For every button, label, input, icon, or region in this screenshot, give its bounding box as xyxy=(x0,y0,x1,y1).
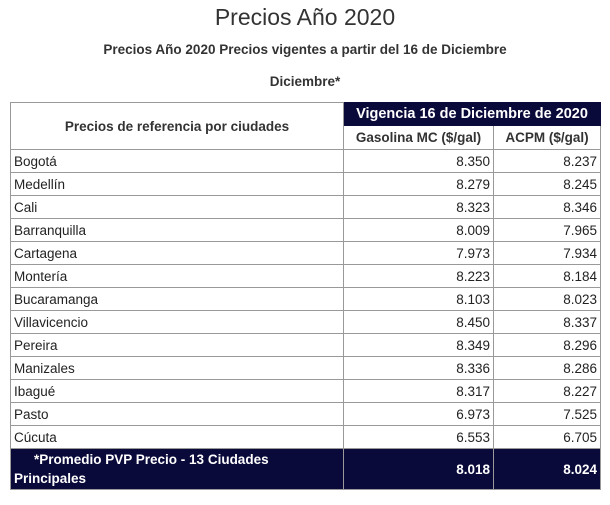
gasolina-cell: 8.323 xyxy=(343,195,494,219)
acpm-cell: 8.184 xyxy=(493,264,601,288)
price-table: Precios de referencia por ciudades Vigen… xyxy=(10,102,601,490)
gasolina-cell: 7.973 xyxy=(343,241,494,265)
table-row: Pereira 8.349 8.296 xyxy=(10,333,601,357)
page-title: Precios Año 2020 xyxy=(214,4,396,30)
average-label: *Promedio PVP Precio - 13 Ciudades Princi… xyxy=(10,448,344,490)
table-row: Montería 8.223 8.184 xyxy=(10,264,601,288)
gasolina-cell: 8.009 xyxy=(343,218,494,242)
acpm-cell: 7.525 xyxy=(493,402,601,426)
average-row: *Promedio PVP Precio - 13 Ciudades Princi… xyxy=(10,448,601,490)
acpm-cell: 7.934 xyxy=(493,241,601,265)
acpm-cell: 8.296 xyxy=(493,333,601,357)
page-subtitle-continuation: Diciembre* xyxy=(269,74,341,89)
city-cell: Pasto xyxy=(10,402,344,426)
acpm-cell: 6.705 xyxy=(493,425,601,449)
acpm-cell: 7.965 xyxy=(493,218,601,242)
acpm-cell: 8.337 xyxy=(493,310,601,334)
city-column-header: Precios de referencia por ciudades xyxy=(10,102,344,150)
city-cell: Montería xyxy=(10,264,344,288)
city-cell: Bogotá xyxy=(10,149,344,173)
table-row: Barranquilla 8.009 7.965 xyxy=(10,218,601,242)
city-cell: Villavicencio xyxy=(10,310,344,334)
gasolina-cell: 8.336 xyxy=(343,356,494,380)
table-row: Bogotá 8.350 8.237 xyxy=(10,149,601,173)
acpm-cell: 8.237 xyxy=(493,149,601,173)
acpm-cell: 8.245 xyxy=(493,172,601,196)
acpm-cell: 8.286 xyxy=(493,356,601,380)
table-row: Cali 8.323 8.346 xyxy=(10,195,601,219)
gasolina-cell: 8.103 xyxy=(343,287,494,311)
city-cell: Cali xyxy=(10,195,344,219)
gasolina-cell: 8.317 xyxy=(343,379,494,403)
table-row: Pasto 6.973 7.525 xyxy=(10,402,601,426)
table-row: Ibagué 8.317 8.227 xyxy=(10,379,601,403)
city-cell: Bucaramanga xyxy=(10,287,344,311)
acpm-cell: 8.346 xyxy=(493,195,601,219)
average-label-line2: Principales xyxy=(14,471,87,486)
gasolina-cell: 8.450 xyxy=(343,310,494,334)
table-row: Bucaramanga 8.103 8.023 xyxy=(10,287,601,311)
table-row: Villavicencio 8.450 8.337 xyxy=(10,310,601,334)
city-cell: Medellín xyxy=(10,172,344,196)
gasolina-cell: 8.223 xyxy=(343,264,494,288)
city-cell: Barranquilla xyxy=(10,218,344,242)
gasolina-cell: 8.279 xyxy=(343,172,494,196)
city-cell: Cúcuta xyxy=(10,425,344,449)
table-row: Cartagena 7.973 7.934 xyxy=(10,241,601,265)
city-cell: Cartagena xyxy=(10,241,344,265)
gasolina-cell: 6.553 xyxy=(343,425,494,449)
acpm-cell: 8.227 xyxy=(493,379,601,403)
vigencia-header: Vigencia 16 de Diciembre de 2020 xyxy=(343,102,601,126)
gasolina-cell: 6.973 xyxy=(343,402,494,426)
gasolina-column-header: Gasolina MC ($/gal) xyxy=(343,125,494,150)
average-label-line1: *Promedio PVP Precio - 13 Ciudades xyxy=(34,452,269,467)
gasolina-cell: 8.349 xyxy=(343,333,494,357)
city-cell: Manizales xyxy=(10,356,344,380)
table-row: Cúcuta 6.553 6.705 xyxy=(10,425,601,449)
table-row: Manizales 8.336 8.286 xyxy=(10,356,601,380)
city-cell: Ibagué xyxy=(10,379,344,403)
city-cell: Pereira xyxy=(10,333,344,357)
table-row: Medellín 8.279 8.245 xyxy=(10,172,601,196)
gasolina-cell: 8.350 xyxy=(343,149,494,173)
average-acpm: 8.024 xyxy=(493,448,601,490)
page-subtitle: Precios Año 2020 Precios vigentes a part… xyxy=(103,42,507,57)
average-gasolina: 8.018 xyxy=(343,448,494,490)
acpm-cell: 8.023 xyxy=(493,287,601,311)
acpm-column-header: ACPM ($/gal) xyxy=(493,125,601,150)
